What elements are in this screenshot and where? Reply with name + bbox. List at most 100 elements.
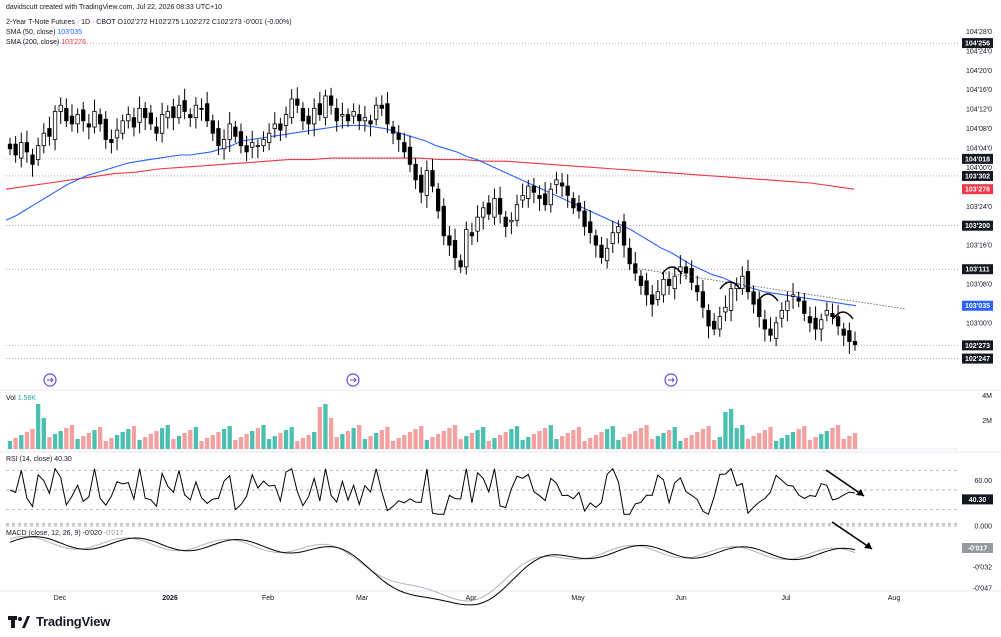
price-tick-label: 104'28'0 [966, 29, 992, 36]
sma50-value: 103'035 [57, 29, 83, 36]
price-tag [962, 340, 993, 351]
time-tick-label: Feb [262, 595, 274, 602]
price-tag-label: 102'247 [965, 356, 990, 363]
candle [559, 182, 565, 187]
volume-bar [458, 439, 463, 449]
candle [75, 114, 80, 125]
volume-bar [159, 428, 165, 449]
time-tick-label: Apr [466, 595, 478, 602]
time-tick-label: 2026 [162, 595, 178, 602]
volume-axis-label: 4M [982, 393, 992, 400]
candle [430, 170, 435, 187]
candle [312, 107, 317, 125]
sma200-value: 103'276 [61, 39, 86, 46]
candle [689, 268, 694, 283]
volume-bar [627, 434, 632, 449]
event-marker-arrow [47, 377, 54, 383]
rsi-down-arrow [825, 469, 865, 497]
candle [576, 202, 582, 212]
candle [328, 95, 334, 106]
candle [638, 275, 644, 286]
candle [571, 198, 576, 209]
volume-bar [672, 427, 677, 449]
candle [81, 109, 86, 122]
volume-bar [328, 418, 334, 449]
volume-bar [137, 440, 142, 449]
candle [210, 120, 215, 134]
volume-bar [514, 426, 520, 449]
volume-bar [847, 436, 852, 449]
volume-bar [283, 430, 289, 449]
sma50-legend[interactable]: SMA (50, close) 103'035 [6, 28, 82, 37]
candle [785, 300, 790, 311]
tradingview-logo[interactable]: TradingView [8, 612, 110, 630]
volume-legend[interactable]: Vol 1.56K [6, 394, 36, 403]
volume-bar [390, 441, 396, 449]
candle [52, 111, 58, 140]
candle [435, 188, 441, 212]
candle [621, 221, 627, 246]
event-marker-arrow [350, 377, 357, 383]
candle [250, 142, 255, 148]
candle [13, 143, 18, 156]
tradingview-logo-icon [8, 615, 30, 628]
candle [813, 317, 818, 330]
volume-bar [644, 425, 649, 449]
candle [695, 285, 700, 293]
volume-bar [58, 431, 63, 449]
volume-bar [757, 433, 762, 449]
volume-bar [497, 435, 503, 449]
candle [728, 288, 734, 311]
price-tick-label: 104'08'0 [966, 126, 992, 133]
volume-bar [19, 435, 24, 449]
price-tag-label: 102'273 [965, 343, 990, 350]
volume-bar [435, 434, 441, 449]
price-tag-label: 103'200 [965, 223, 990, 230]
candle [221, 139, 227, 150]
volume-bar [266, 439, 272, 449]
candle [171, 106, 176, 119]
candle [852, 341, 858, 345]
volume-bar [109, 438, 114, 449]
volume-bar [368, 436, 373, 449]
candle [599, 244, 604, 258]
volume-bar [796, 429, 801, 449]
macd-axis-label: -0'047 [973, 586, 992, 593]
rsi-value-tag-label: 40.30 [969, 497, 987, 504]
volume-bar [464, 436, 469, 449]
volume-bar [790, 432, 796, 449]
volume-bar [683, 438, 689, 449]
volume-bar [86, 433, 92, 449]
candle [317, 103, 322, 115]
volume-bar [610, 426, 615, 449]
candle [323, 95, 328, 119]
volume-bar [819, 434, 824, 449]
volume-bar [227, 426, 232, 449]
volume-bar [103, 441, 108, 449]
candle [357, 114, 362, 122]
sma200-legend[interactable]: SMA (200, close) 103'276 [6, 38, 86, 47]
price-tag-label: 103'111 [965, 267, 989, 274]
volume-bar [47, 437, 52, 449]
volume-bar [221, 429, 227, 449]
candle [835, 316, 841, 327]
price-tag [962, 184, 993, 195]
macd-value-b: -0'017 [103, 530, 124, 537]
volume-bar [740, 425, 745, 449]
volume-bar [773, 441, 779, 449]
price-tag-label: 104'256 [965, 41, 990, 48]
time-axis: Dec 2026 Feb Mar Apr May Jun Jul Aug [54, 595, 901, 602]
volume-bar [143, 437, 148, 449]
candle [700, 291, 706, 308]
volume-bar [768, 427, 773, 449]
volume-bar [638, 428, 644, 449]
lower-high-arc [832, 311, 854, 320]
rsi-legend[interactable]: RSI (14, close) 40.30 [6, 455, 72, 464]
candle [30, 154, 35, 165]
volume-bar [537, 431, 542, 449]
candle [7, 143, 13, 150]
candle [407, 146, 413, 165]
macd-legend[interactable]: MACD (close, 12, 26, 9) -0'020 -0'017 [6, 529, 123, 538]
candle [109, 139, 114, 143]
rsi-label: RSI (14, close) [6, 456, 53, 463]
